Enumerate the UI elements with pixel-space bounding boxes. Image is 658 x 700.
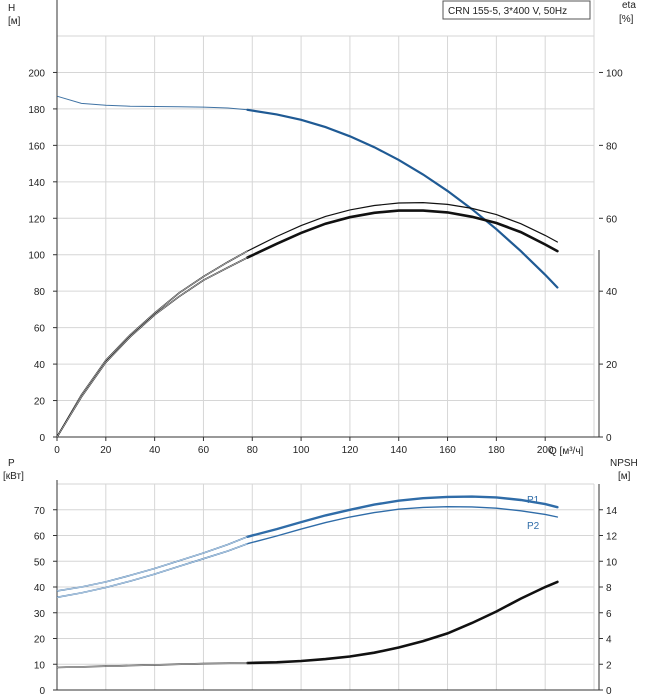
npsh-axis-label: NPSH bbox=[610, 458, 638, 469]
power-unit-label: [кВт] bbox=[3, 471, 24, 482]
eta-2-curve-extended bbox=[56, 256, 248, 438]
npsh-tick-label: 2 bbox=[606, 660, 612, 671]
h-tick-label: 60 bbox=[34, 324, 46, 335]
x-tick-label: 180 bbox=[488, 445, 505, 456]
p2-curve-extended bbox=[56, 542, 248, 599]
curves bbox=[56, 95, 559, 669]
x-tick-label: 200 bbox=[537, 445, 554, 456]
x-tick-label: 100 bbox=[293, 445, 310, 456]
p-tick-label: 40 bbox=[34, 583, 46, 594]
h-tick-label: 200 bbox=[28, 68, 45, 79]
h-tick-label: 160 bbox=[28, 141, 45, 152]
x-tick-label: 120 bbox=[342, 445, 359, 456]
eta-tick-label: 40 bbox=[606, 287, 618, 298]
p-tick-label: 30 bbox=[34, 609, 46, 620]
p2-label: P2 bbox=[527, 521, 540, 532]
h-tick-label: 180 bbox=[28, 105, 45, 116]
h-tick-label: 0 bbox=[39, 433, 45, 444]
h-tick-label: 40 bbox=[34, 360, 46, 371]
eta-2-curve bbox=[246, 209, 559, 259]
npsh-tick-label: 4 bbox=[606, 635, 612, 646]
x-tick-label: 40 bbox=[149, 445, 161, 456]
npsh-tick-label: 0 bbox=[606, 686, 612, 697]
p2-curve-highlight bbox=[56, 543, 248, 598]
p-tick-label: 50 bbox=[34, 557, 46, 568]
h-tick-label: 140 bbox=[28, 178, 45, 189]
eta-2-curve-highlight bbox=[56, 257, 248, 438]
p-tick-label: 0 bbox=[39, 686, 45, 697]
npsh-tick-label: 10 bbox=[606, 557, 618, 568]
eta-tick-label: 80 bbox=[606, 141, 618, 152]
x-tick-label: 20 bbox=[100, 445, 112, 456]
h-tick-label: 20 bbox=[34, 397, 46, 408]
npsh-tick-label: 14 bbox=[606, 506, 618, 517]
p1-curve bbox=[246, 495, 559, 538]
npsh-tick-label: 6 bbox=[606, 609, 612, 620]
eta-tick-label: 100 bbox=[606, 68, 623, 79]
npsh-curve bbox=[246, 580, 559, 665]
head-curve-extended bbox=[56, 95, 248, 111]
eta-tick-label: 0 bbox=[606, 433, 612, 444]
x-axis-label: Q [м³/ч] bbox=[549, 446, 584, 457]
h-tick-label: 120 bbox=[28, 214, 45, 225]
eta-unit-label: [%] bbox=[619, 14, 634, 25]
chart-title: CRN 155-5, 3*400 V, 50Hz bbox=[448, 6, 567, 17]
eta-axis-label: eta bbox=[622, 0, 636, 11]
head-unit-label: [м] bbox=[8, 16, 21, 27]
eta-1-curve-highlight bbox=[56, 250, 248, 438]
npsh-tick-label: 8 bbox=[606, 583, 612, 594]
eta-1-curve bbox=[246, 201, 558, 252]
x-tick-label: 60 bbox=[198, 445, 210, 456]
p1-curve-extended bbox=[56, 536, 248, 592]
x-tick-label: 140 bbox=[390, 445, 407, 456]
p-tick-label: 70 bbox=[34, 506, 46, 517]
npsh-tick-label: 12 bbox=[606, 532, 618, 543]
tick-labels: 0 20 40 60 80 100 120 140 160 180 2000204060801001… bbox=[28, 68, 623, 697]
p-tick-label: 20 bbox=[34, 635, 46, 646]
power-axis-label: P bbox=[8, 458, 15, 469]
p2-curve bbox=[246, 505, 559, 545]
axes bbox=[53, 0, 603, 691]
head-axis-label: H bbox=[8, 3, 15, 14]
grid-lines bbox=[56, 0, 595, 690]
top-title-box: CRN 155-5, 3*400 V, 50Hz bbox=[442, 0, 591, 20]
p-tick-label: 60 bbox=[34, 532, 46, 543]
h-tick-label: 100 bbox=[28, 251, 45, 262]
eta-1-curve-extended bbox=[56, 250, 248, 438]
x-tick-label: 80 bbox=[247, 445, 259, 456]
npsh-unit-label: [м] bbox=[618, 471, 631, 482]
p-tick-label: 10 bbox=[34, 660, 46, 671]
x-tick-label: 160 bbox=[439, 445, 456, 456]
x-tick-label: 0 bbox=[54, 445, 60, 456]
eta-tick-label: 20 bbox=[606, 360, 618, 371]
h-tick-label: 80 bbox=[34, 287, 46, 298]
npsh-curve-highlight bbox=[56, 662, 248, 668]
head-curve bbox=[246, 108, 559, 289]
p1-curve-highlight bbox=[56, 536, 248, 592]
eta-tick-label: 60 bbox=[606, 214, 618, 225]
p1-label: P1 bbox=[527, 495, 540, 506]
